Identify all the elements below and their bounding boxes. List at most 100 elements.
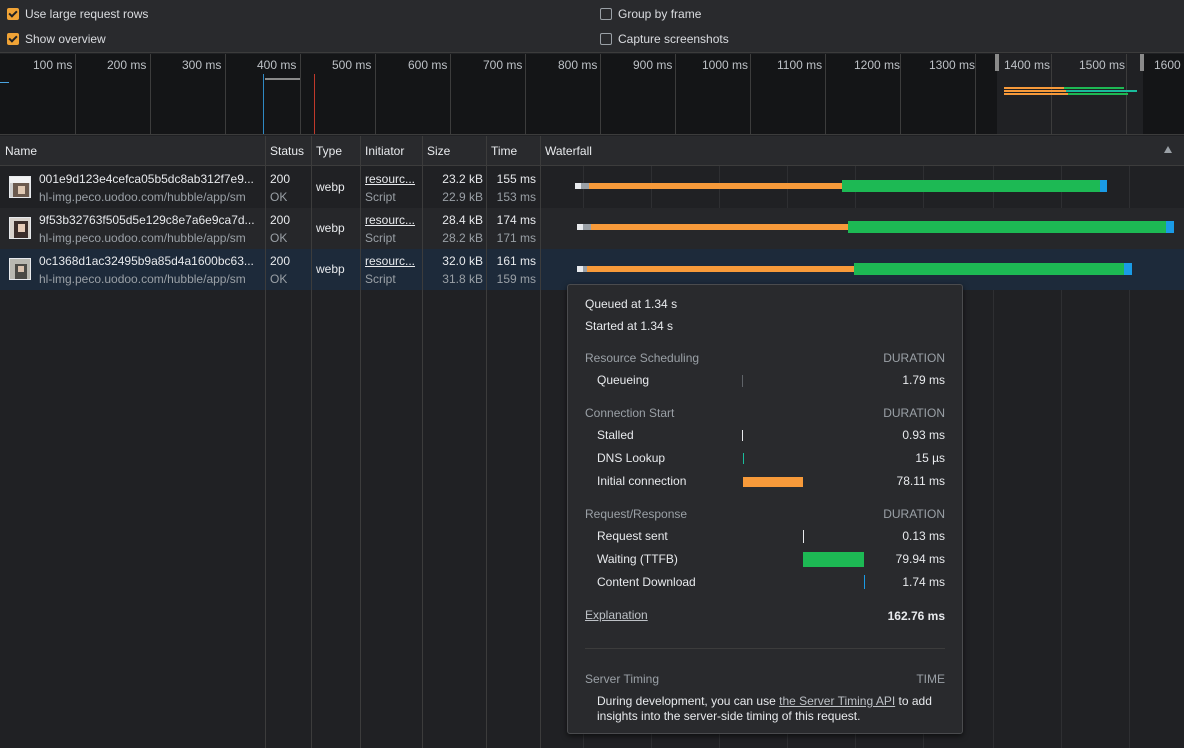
waterfall-stalled-segment [583,224,591,230]
request-initiator-link[interactable]: resourc... [365,172,416,186]
overview-right-handle[interactable] [1140,54,1144,71]
stalled-value: 0.93 ms [902,428,945,442]
request-url: hl-img.peco.uodoo.com/hubble/app/sm [39,272,246,286]
column-header-size[interactable]: Size [427,144,451,158]
server-timing-text: to add [895,694,932,708]
triangle-up-icon[interactable] [1164,146,1172,153]
table-row[interactable]: 001e9d123e4cefca05b5dc8ab312f7e9... hl-i… [0,167,1184,208]
waterfall-ttfb-segment [848,221,1166,233]
capture-screenshots-label[interactable]: Capture screenshots [618,32,729,46]
request-resource-size: 22.9 kB [442,190,483,204]
overview-bar-ttfb [1064,87,1124,89]
explanation-link[interactable]: Explanation [585,608,648,622]
overview-tick: 200 ms [107,54,151,134]
load-event-line [314,74,315,134]
waiting-ttfb-value: 79.94 ms [895,552,945,566]
content-download-value: 1.74 ms [902,575,945,589]
column-divider[interactable] [265,136,266,748]
overview-bar-connect [1004,90,1066,92]
column-divider[interactable] [422,136,423,748]
stalled-bar [742,430,743,441]
request-time: 161 ms [496,254,536,268]
column-header-initiator[interactable]: Initiator [365,144,405,158]
capture-screenshots-option[interactable]: Capture screenshots [600,30,729,48]
table-row[interactable]: 9f53b32763f505d5e129c8e7a6e9ca7d... hl-i… [0,208,1184,249]
overview-request-mark [0,82,9,83]
server-timing-description: During development, you can use the Serv… [597,694,932,708]
table-row[interactable]: 0c1368d1ac32495b9a85d4a1600bc63... hl-im… [0,249,1184,290]
overview-tick-label: 700 ms [483,58,523,72]
request-initiator-link[interactable]: resourc... [365,254,416,268]
group-by-frame-option[interactable]: Group by frame [600,5,701,23]
dns-lookup-bar [743,453,744,464]
capture-screenshots-checkbox[interactable] [600,33,612,45]
request-name: 0c1368d1ac32495b9a85d4a1600bc63... [39,254,254,268]
column-header-waterfall[interactable]: Waterfall [545,144,592,158]
group-by-frame-checkbox[interactable] [600,8,612,20]
request-url: hl-img.peco.uodoo.com/hubble/app/sm [39,231,246,245]
queueing-label: Queueing [597,373,650,387]
overview-tick: 700 ms [483,54,526,134]
request-size: 28.4 kB [442,213,483,227]
request-initiator-type: Script [365,190,396,204]
large-rows-checkbox[interactable] [7,8,19,20]
waterfall-queue-segment [575,183,581,189]
overview-left-handle[interactable] [995,54,999,71]
waterfall-connect-segment [591,224,848,230]
group-by-frame-label[interactable]: Group by frame [618,7,702,21]
overview-tick: 1000 ms [702,54,751,134]
overview-tick: 400 ms [257,54,301,134]
initial-connection-value: 78.11 ms [896,474,945,488]
dom-content-loaded-line [263,74,264,134]
column-header-status[interactable]: Status [270,144,305,158]
overview-unselected-right [1143,54,1184,134]
request-sent-bar [803,530,804,543]
request-type: webp [316,262,345,276]
column-header-type[interactable]: Type [316,144,343,158]
show-overview-label[interactable]: Show overview [25,32,106,46]
column-header-time[interactable]: Time [491,144,518,158]
request-latency: 159 ms [496,272,536,286]
column-divider[interactable] [311,136,312,748]
overview-tick-label: 800 ms [558,58,598,72]
server-timing-description-line2: insights into the server-side timing of … [597,709,861,723]
show-overview-checkbox[interactable] [7,33,19,45]
large-rows-label[interactable]: Use large request rows [25,7,149,21]
show-overview-option[interactable]: Show overview [7,30,106,48]
image-thumbnail-icon [9,217,31,239]
request-status: 200 [270,213,291,227]
waterfall-ttfb-segment [842,180,1100,192]
waterfall-connect-segment [589,183,842,189]
column-divider[interactable] [360,136,361,748]
overview-bar-connect [1004,93,1068,95]
overview-tick-label: 1100 ms [777,58,823,72]
request-time: 174 ms [496,213,536,227]
request-response-header: Request/Response [585,507,688,521]
overview-request-mark [265,78,300,80]
request-resource-size: 28.2 kB [442,231,483,245]
total-duration: 162.76 ms [887,609,945,623]
overview-tick-label: 1300 ms [929,58,976,72]
duration-header: DURATION [883,406,945,420]
overview-tick-label: 1500 ms [1079,58,1126,72]
overview-tick-label: 300 ms [182,58,222,72]
request-initiator-link[interactable]: resourc... [365,213,416,227]
time-header: TIME [916,672,945,686]
network-overview[interactable]: 100 ms 200 ms 300 ms 400 ms 500 ms 600 m… [0,54,1184,135]
column-divider[interactable] [486,136,487,748]
overview-tick-label: 1600 ms [1154,58,1184,72]
large-rows-option[interactable]: Use large request rows [7,5,148,23]
overview-tick-label: 1000 ms [702,58,749,72]
waterfall-download-segment [1100,180,1107,192]
request-sent-value: 0.13 ms [902,529,945,543]
server-timing-api-link[interactable]: the Server Timing API [779,694,896,708]
waiting-ttfb-bar [803,552,864,567]
column-divider[interactable] [540,136,541,748]
request-initiator-type: Script [365,231,396,245]
request-status-text: OK [270,231,288,245]
request-sent-label: Request sent [597,529,668,543]
request-time: 155 ms [496,172,536,186]
waterfall-stalled-segment [581,183,589,189]
column-header-name[interactable]: Name [5,144,38,158]
overview-tick-label: 100 ms [33,58,73,72]
